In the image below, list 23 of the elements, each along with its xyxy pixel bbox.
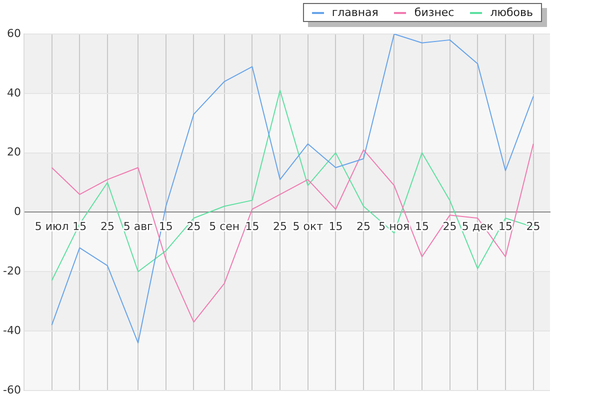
legend-label: бизнес xyxy=(413,6,454,19)
x-tick-label: 5 сен xyxy=(209,220,240,234)
x-tick-label: 25 xyxy=(526,220,540,234)
x-tick-label: 5 окт xyxy=(292,220,324,234)
x-tick-label: 25 xyxy=(273,220,288,234)
x-tick-label: 25 xyxy=(442,220,457,234)
x-tick-label: 15 xyxy=(245,220,260,234)
x-tick-label: 25 xyxy=(356,220,371,234)
legend-label: главная xyxy=(330,6,378,19)
x-tick-label: 25 xyxy=(186,220,201,234)
y-tick-label: 60 xyxy=(6,26,21,40)
x-tick-label: 5 июл xyxy=(34,220,69,234)
x-tick-label: 15 xyxy=(328,220,343,234)
legend-label: любовь xyxy=(489,6,533,19)
y-tick-label: -60 xyxy=(3,383,21,396)
x-tick-label: 25 xyxy=(100,220,114,234)
y-tick-label: 0 xyxy=(14,205,21,218)
y-tick-label: -40 xyxy=(3,324,21,337)
y-tick-label: 20 xyxy=(6,146,21,159)
x-tick-label: 5 авг xyxy=(123,220,154,234)
y-tick-label: 40 xyxy=(6,86,21,100)
y-tick-label: -20 xyxy=(3,264,21,278)
x-tick-label: 15 xyxy=(414,220,429,234)
